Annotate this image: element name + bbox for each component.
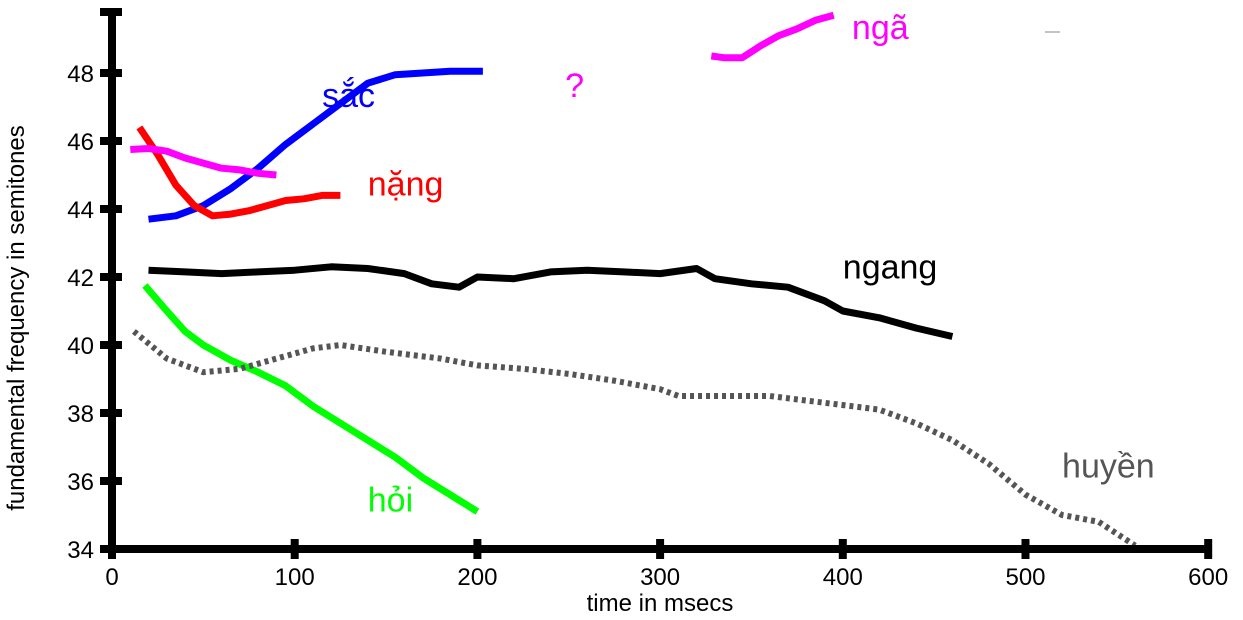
y-tick-label: 40: [67, 333, 94, 360]
x-axis-title: time in msecs: [587, 590, 734, 617]
series-line: [142, 283, 480, 515]
series-line: [136, 125, 341, 220]
series-label: huyền: [1062, 448, 1155, 486]
y-tick-label: 38: [67, 401, 94, 428]
axes: [108, 10, 1212, 553]
y-tick-label: 36: [67, 469, 94, 496]
y-tick-label: 46: [67, 129, 94, 156]
y-tick-label: 34: [67, 537, 94, 564]
series-line: [130, 145, 277, 179]
series-layer: [130, 11, 1137, 549]
series-label: hỏi: [368, 482, 413, 520]
x-tick-label: 600: [1188, 564, 1228, 591]
x-tick-label: 400: [823, 564, 863, 591]
x-tick-label: 500: [1005, 564, 1045, 591]
series-label: sắc: [322, 77, 375, 115]
y-tick-label: 44: [67, 197, 94, 224]
x-tick-label: 0: [105, 564, 118, 591]
y-axis-title: fundamental frequency in semitones: [3, 125, 30, 511]
y-tick-label: 42: [67, 265, 94, 292]
series-labels: sắc nặng ngã ngang hỏi huyền?: [322, 9, 1155, 520]
x-tick-label: 300: [640, 564, 680, 591]
series-line: [148, 67, 483, 223]
x-tick-label: 200: [457, 564, 497, 591]
series-line: [148, 263, 954, 340]
x-tick-label: 100: [275, 564, 315, 591]
series-line: [131, 329, 1137, 549]
series-line: [710, 11, 835, 62]
series-label: ngang: [843, 249, 938, 287]
series-label: nặng: [368, 165, 444, 203]
series-label: ngã: [852, 9, 909, 47]
y-tick-label: 48: [67, 61, 94, 88]
ticks: 0 100 200 300 400 500 600 34 36 38 40 42 44 46 48: [67, 8, 1228, 591]
annotation-question-mark: ?: [565, 67, 584, 105]
